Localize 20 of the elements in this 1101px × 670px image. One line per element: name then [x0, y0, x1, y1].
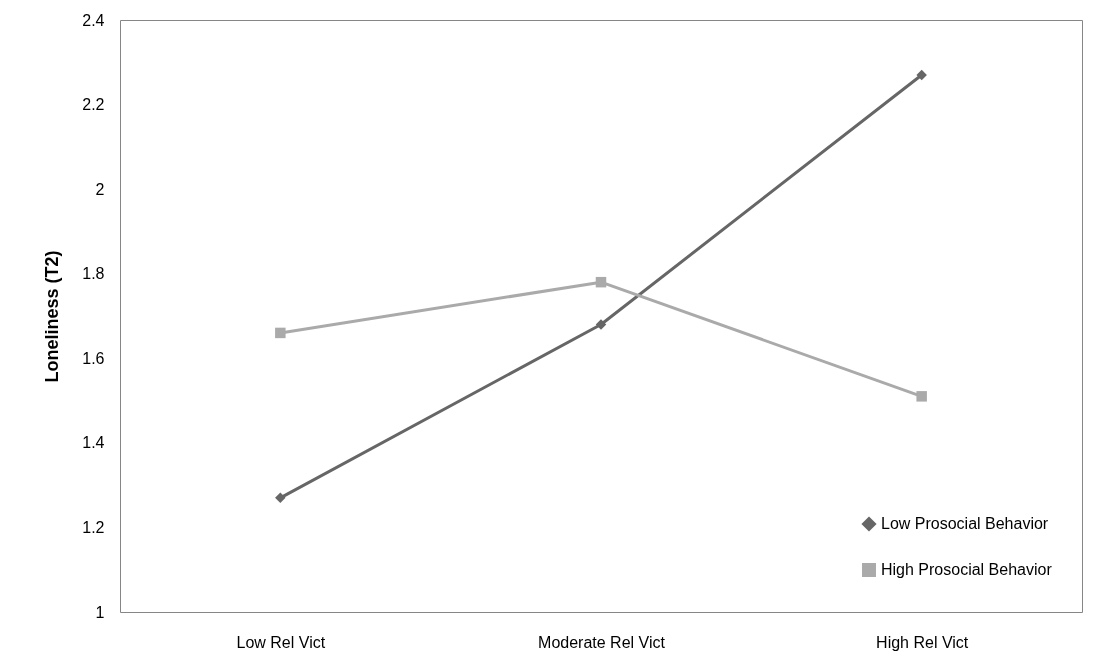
x-tick-label: High Rel Vict: [876, 633, 969, 651]
point: [275, 492, 286, 504]
point: [275, 327, 286, 339]
point: [916, 69, 927, 81]
y-tick-label: 2.2: [82, 96, 105, 114]
y-tick-label: 1: [95, 603, 105, 621]
legend-label: Low Prosocial Behavior: [881, 515, 1049, 532]
y-tick-label: 2: [95, 180, 105, 198]
x-tick-label: Moderate Rel Vict: [538, 633, 666, 651]
point: [916, 391, 927, 402]
y-tick-label: 1.6: [82, 349, 105, 367]
legend-label: High Prosocial Behavior: [881, 561, 1053, 578]
point: [595, 319, 607, 330]
x-tick-label: Low Rel Vict: [236, 633, 326, 651]
y-tick-label: 1.8: [82, 265, 105, 283]
y-tick-label: 1.2: [82, 518, 105, 536]
point: [595, 276, 607, 288]
y-axis-title: Loneliness (T2): [42, 250, 63, 383]
y-tick-label: 2.4: [82, 11, 105, 29]
y-tick-label: 1.4: [82, 434, 105, 452]
